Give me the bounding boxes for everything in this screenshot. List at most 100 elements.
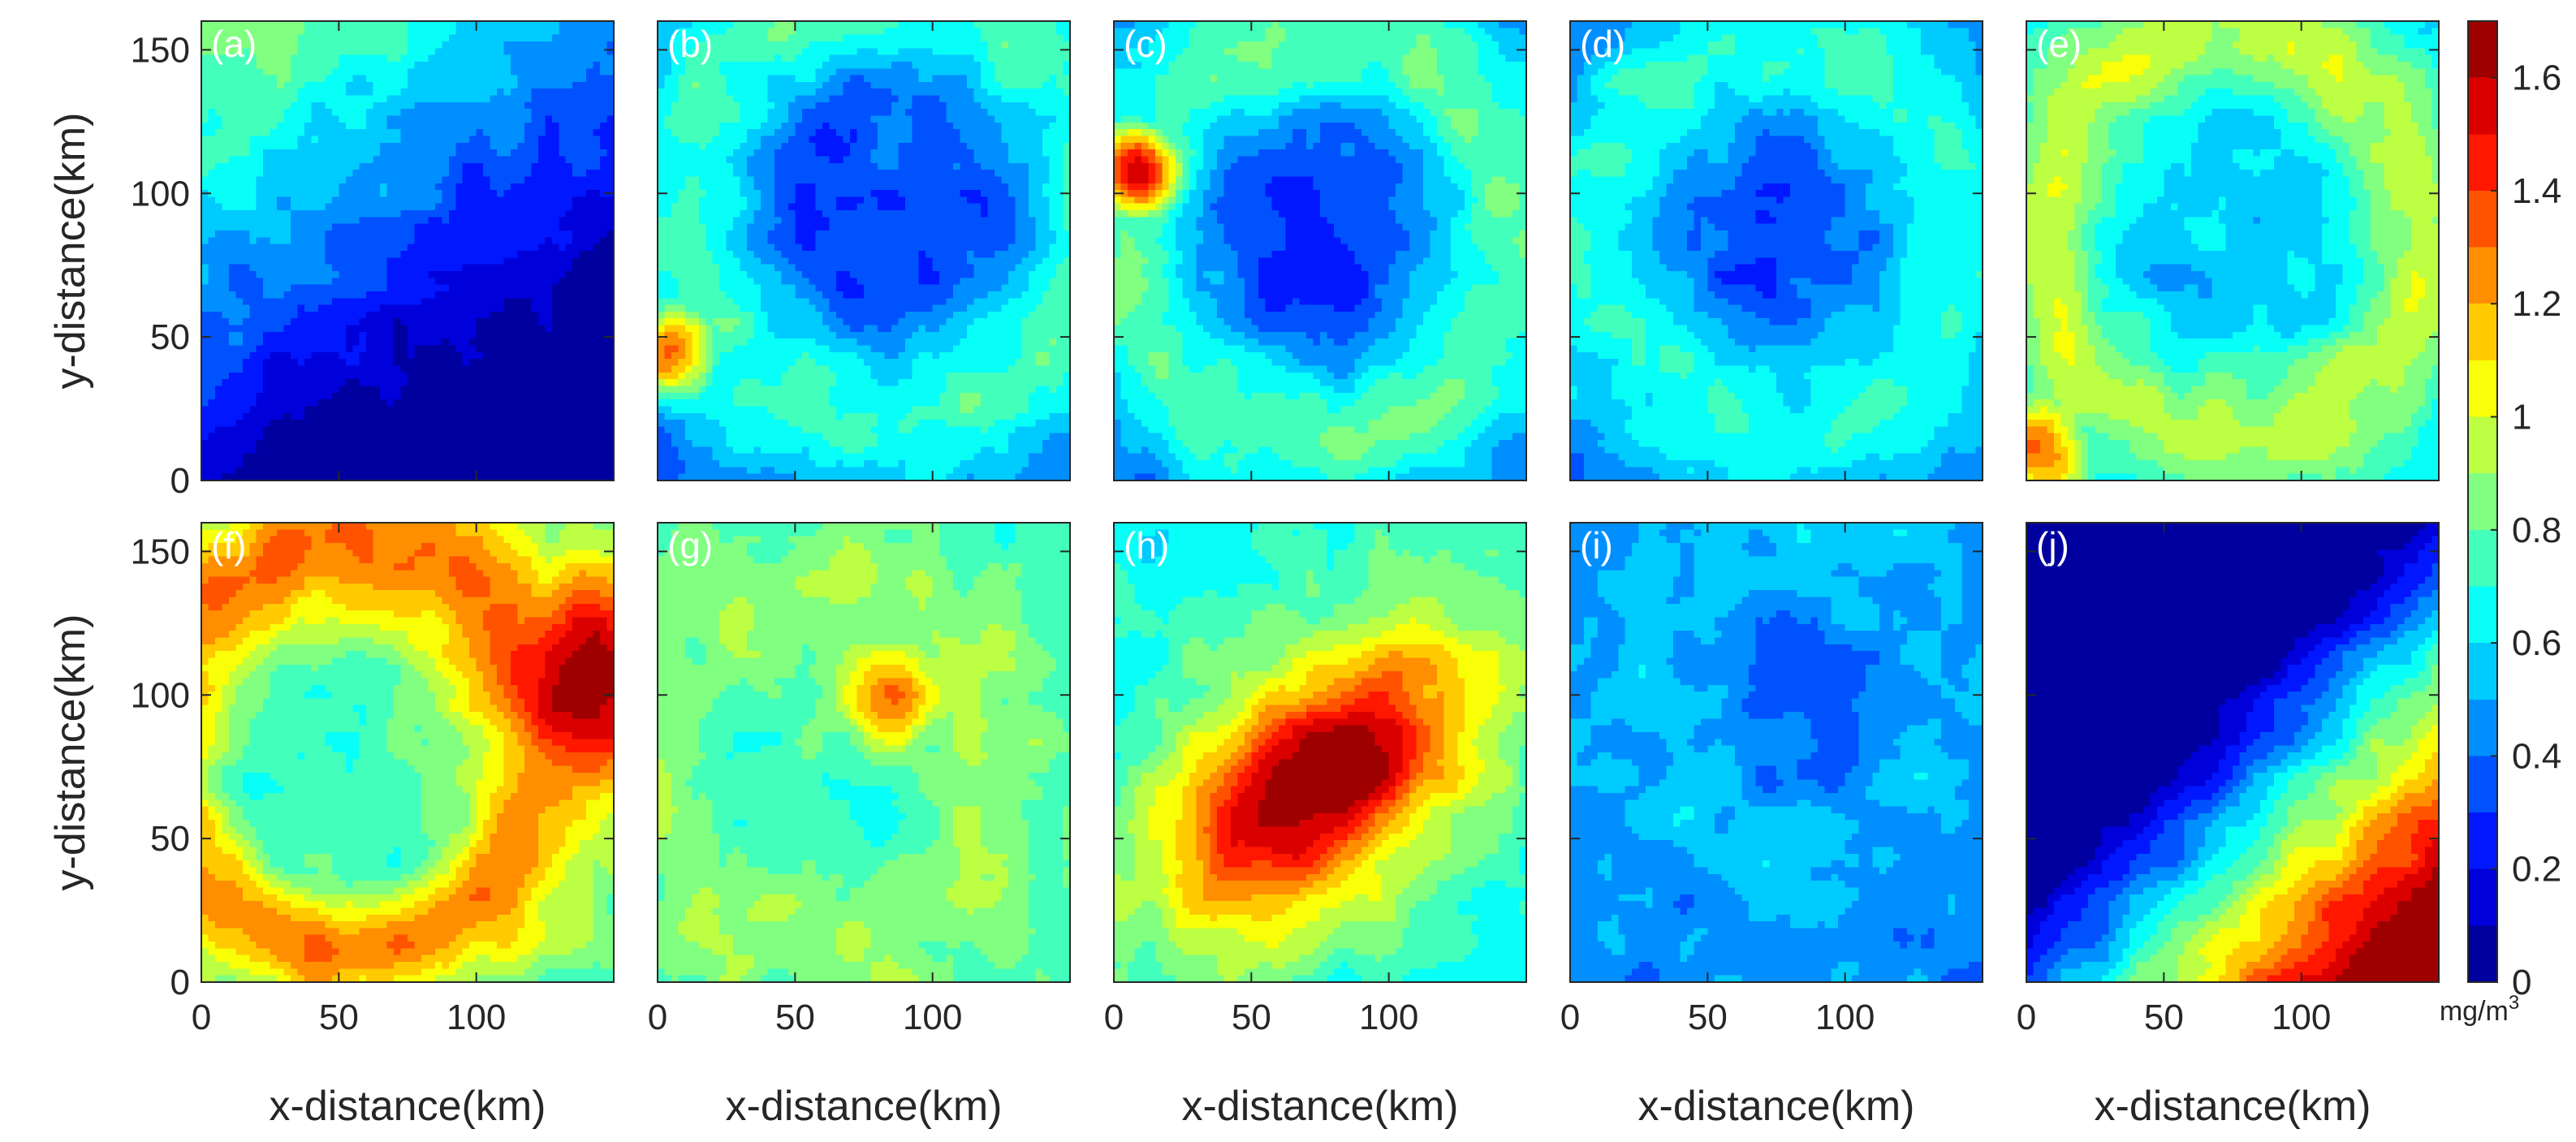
heatmap-cell [394,88,401,96]
heatmap-cell [401,28,408,35]
heatmap-cell [352,48,360,55]
heatmap-cell [517,102,524,110]
heatmap-cell [483,35,490,42]
heatmap-cell [455,102,463,110]
heatmap-cell [243,75,250,83]
heatmap-cell [373,21,381,28]
heatmap-cell [580,48,587,55]
heatmap-cell [580,62,587,69]
heatmap-cell [208,75,215,83]
heatmap-cell [366,35,373,42]
heatmap-cell [373,82,381,89]
heatmap-cell [339,35,346,42]
heatmap-cell [580,102,587,110]
heatmap-cell [270,35,278,42]
heatmap-cell [586,55,593,62]
heatmap-cell [504,48,511,55]
heatmap-cell [408,62,415,69]
heatmap-cell [469,55,477,62]
heatmap-cell [463,96,470,103]
heatmap-cell [600,75,607,83]
heatmap-cell [270,41,278,49]
heatmap-cell [435,28,442,35]
heatmap-cell [277,68,284,75]
heatmap-cell [394,82,401,89]
heatmap-cell [552,35,559,42]
heatmap-cell [572,82,580,89]
heatmap-cell [524,96,532,103]
heatmap-cell [524,48,532,55]
heatmap-cell [284,55,291,62]
heatmap-cell [421,96,429,103]
heatmap-cell [455,35,463,42]
heatmap-cell [346,62,353,69]
heatmap-cell [524,68,532,75]
heatmap-cell [257,88,264,96]
heatmap-cell [201,55,209,62]
heatmap-cell [559,62,566,69]
heatmap-cell [270,102,278,110]
heatmap-cell [490,48,498,55]
heatmap-cell [449,88,456,96]
heatmap-cell [511,68,518,75]
heatmap-cell [325,28,332,35]
heatmap-cell [373,48,381,55]
heatmap-cell [463,28,470,35]
heatmap-cell [593,96,601,103]
heatmap-cell [346,48,353,55]
heatmap-cell [311,41,318,49]
heatmap-cell [401,35,408,42]
heatmap-cell [229,102,236,110]
heatmap-cell [421,35,429,42]
heatmap-cell [346,82,353,89]
heatmap-cell [229,75,236,83]
heatmap-cell [298,96,305,103]
heatmap-cell [531,82,538,89]
heatmap-cell [215,68,222,75]
heatmap-cell [572,35,580,42]
heatmap-cell [477,55,484,62]
heatmap-cell [339,55,346,62]
heatmap-cell [414,62,421,69]
heatmap-cell [270,82,278,89]
heatmap-cell [559,102,566,110]
heatmap-cell [360,96,367,103]
heatmap-cell [524,75,532,83]
heatmap-cell [263,35,270,42]
heatmap-cell [318,68,326,75]
heatmap-cell [477,21,484,28]
heatmap-cell [483,62,490,69]
heatmap-cell [531,48,538,55]
heatmap-cell [394,28,401,35]
heatmap-cell [277,55,284,62]
heatmap-cell [559,48,566,55]
heatmap-cell [394,62,401,69]
heatmap-cell [497,96,504,103]
heatmap-cell [469,96,477,103]
heatmap-cell [545,82,552,89]
heatmap-cell [332,55,339,62]
heatmap-cell [421,55,429,62]
heatmap-cell [545,35,552,42]
heatmap-cell [284,48,291,55]
heatmap-cell [538,62,546,69]
heatmap-cell [517,88,524,96]
heatmap-cell [414,35,421,42]
heatmap-cell [552,102,559,110]
heatmap-cell [552,88,559,96]
heatmap-cell [497,35,504,42]
heatmap-cell [421,41,429,49]
heatmap-cell [291,21,298,28]
heatmap-cell [235,109,243,116]
heatmap-cell [593,88,601,96]
heatmap-cell [490,21,498,28]
heatmap-cell [566,28,573,35]
heatmap-cell [277,75,284,83]
heatmap-cell [483,96,490,103]
heatmap-cell [504,75,511,83]
heatmap-cell [304,55,312,62]
heatmap-cell [545,28,552,35]
heatmap-cell [517,35,524,42]
heatmap-cell [243,82,250,89]
heatmap-cell [586,41,593,49]
